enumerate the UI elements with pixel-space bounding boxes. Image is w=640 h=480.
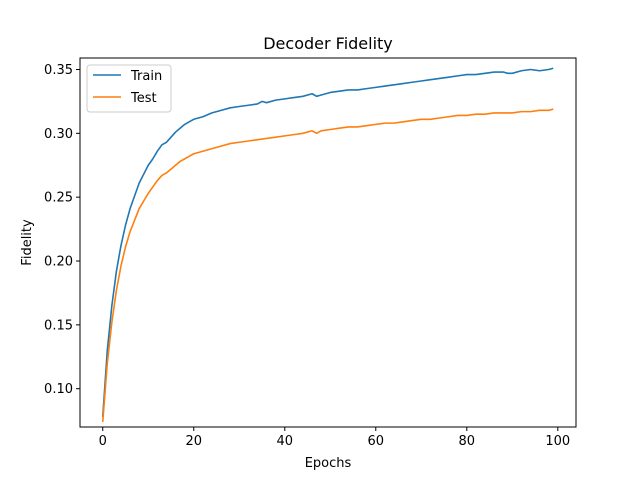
x-axis-label: Epochs bbox=[305, 456, 352, 471]
x-tick-label: 0 bbox=[99, 434, 107, 449]
y-tick-label: 0.15 bbox=[44, 318, 73, 333]
legend-box bbox=[86, 64, 172, 113]
x-tick-label: 100 bbox=[545, 434, 570, 449]
series-line-test bbox=[101, 108, 554, 422]
x-tick-label: 80 bbox=[459, 434, 476, 449]
x-tick-label: 40 bbox=[276, 434, 293, 449]
y-axis: 0.10 0.15 0.20 0.25 0.30 0.35 bbox=[44, 63, 80, 397]
y-tick-label: 0.10 bbox=[44, 382, 73, 397]
series-line-train bbox=[101, 67, 554, 417]
legend-label-test: Test bbox=[130, 91, 157, 106]
legend-label-train: Train bbox=[130, 69, 162, 84]
y-tick-label: 0.35 bbox=[44, 63, 73, 78]
y-tick-label: 0.25 bbox=[44, 191, 73, 206]
y-tick-label: 0.30 bbox=[44, 127, 73, 142]
plot-area bbox=[101, 67, 554, 422]
y-axis-label: Fidelity bbox=[20, 219, 35, 266]
x-tick-label: 60 bbox=[368, 434, 385, 449]
y-tick-label: 0.20 bbox=[44, 255, 73, 270]
legend: Train Test bbox=[86, 64, 172, 113]
chart-title: Decoder Fidelity bbox=[263, 34, 393, 53]
x-tick-label: 20 bbox=[185, 434, 202, 449]
x-axis: 0 20 40 60 80 100 bbox=[99, 427, 570, 449]
axes-frame bbox=[79, 57, 577, 428]
